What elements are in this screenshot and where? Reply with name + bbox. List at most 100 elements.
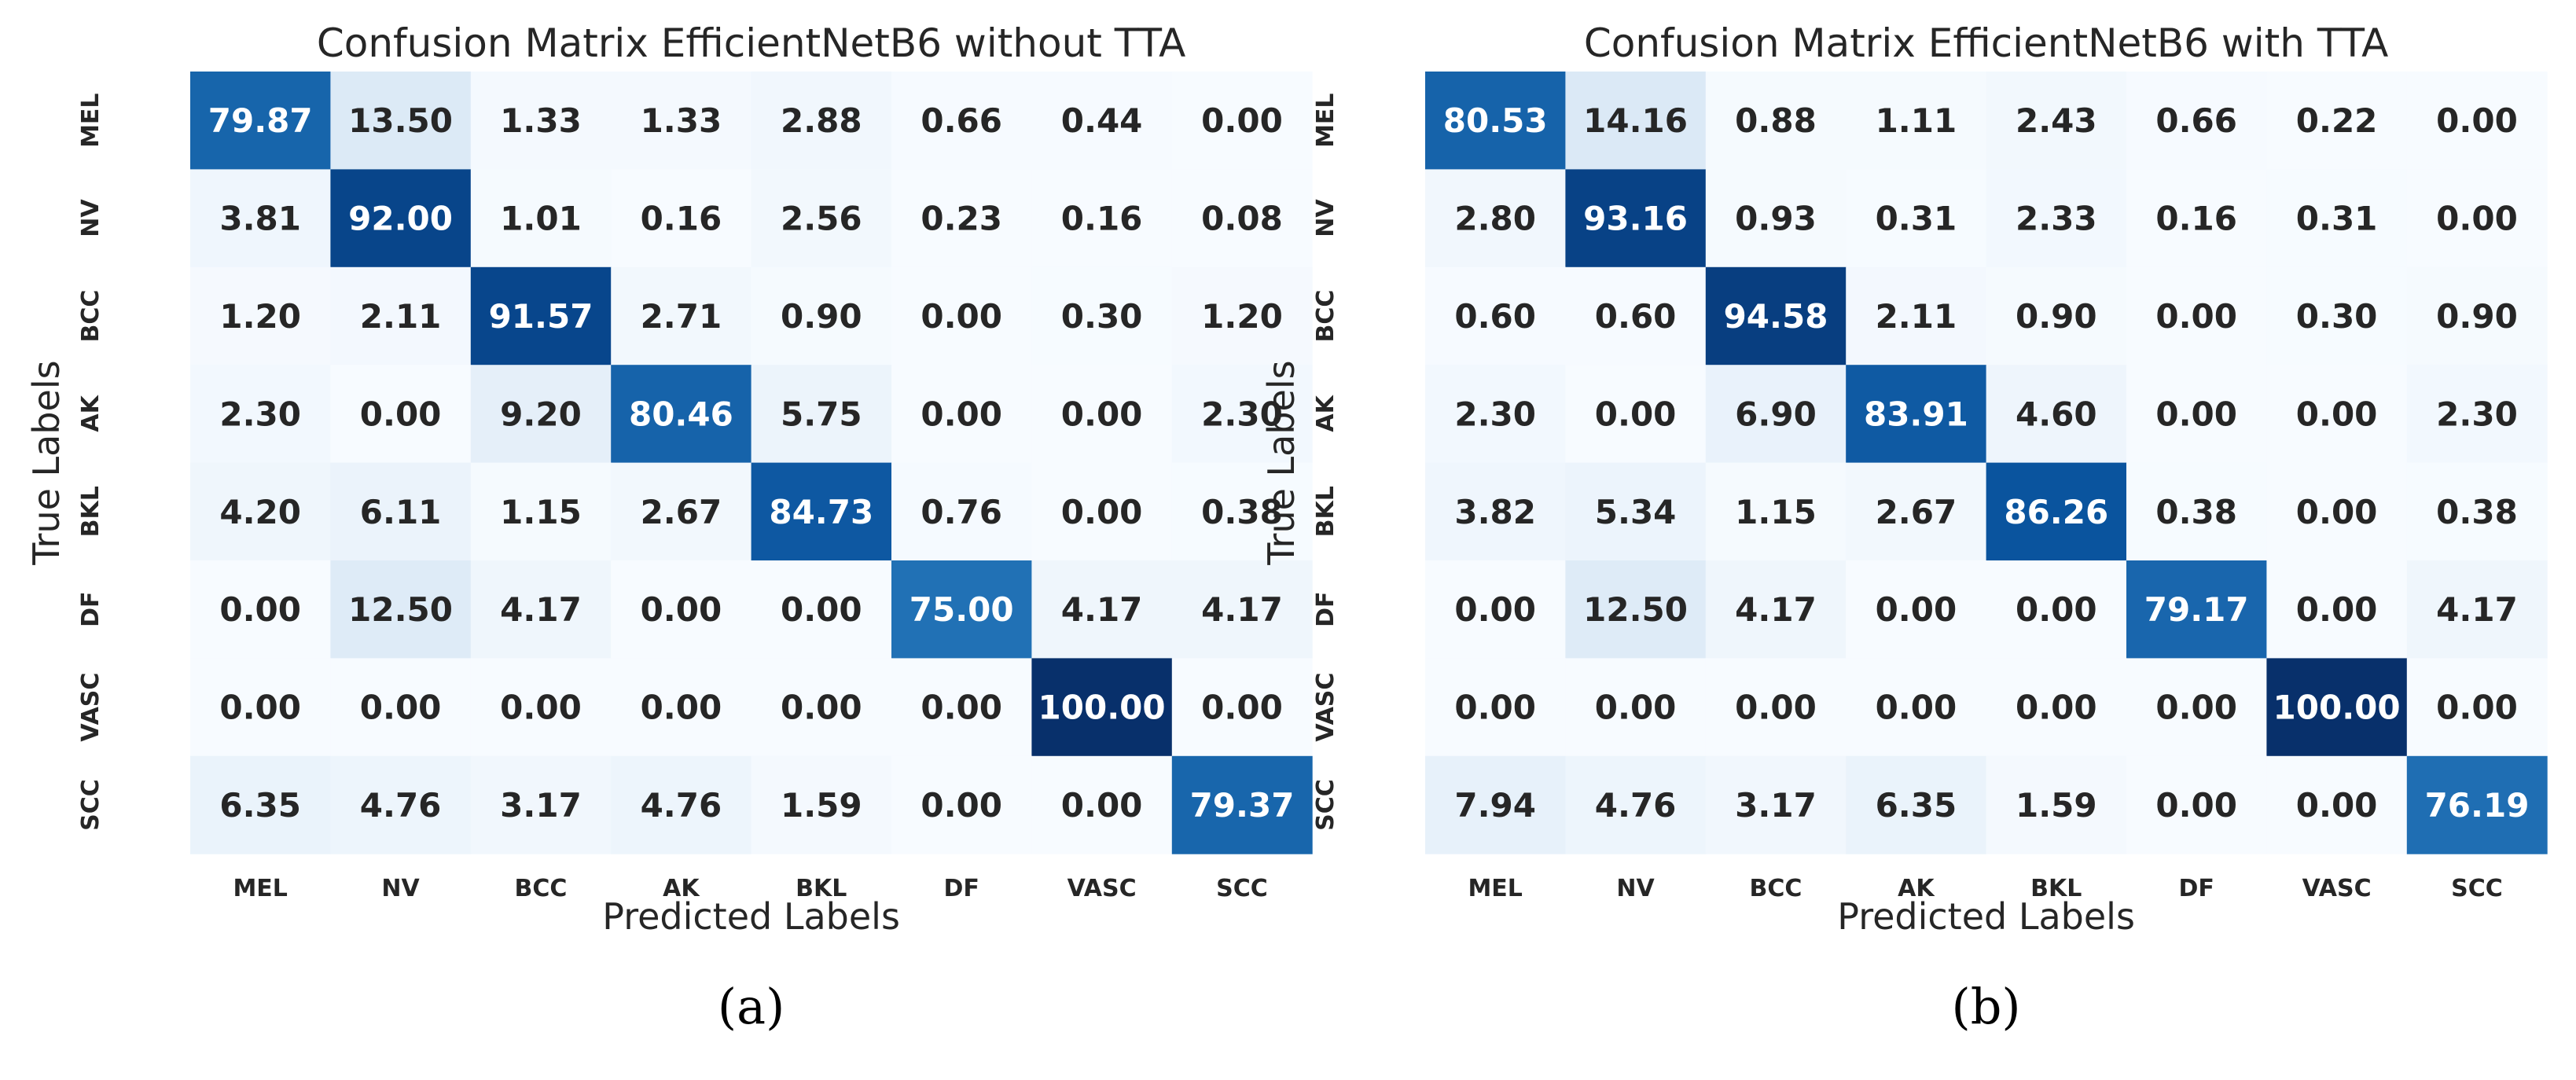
cell-value-label: 79.17 [2144, 590, 2249, 629]
y-axis-title: True Labels [1260, 360, 1303, 565]
cell-value-label: 1.15 [1735, 493, 1817, 531]
cell-value-label: 0.00 [2436, 200, 2518, 238]
cell-value-label: 0.38 [2436, 493, 2518, 531]
cell-value-label: 0.38 [2155, 493, 2237, 531]
x-tick-label: MEL [1468, 875, 1522, 902]
heatmap-cell [751, 365, 892, 464]
cell-value-label: 0.00 [1876, 590, 1957, 629]
heatmap-cell [1986, 560, 2127, 659]
heatmap-cell [751, 560, 892, 659]
heatmap-cell [1986, 365, 2127, 464]
cell-value-label: 76.19 [2425, 786, 2530, 825]
heatmap-cell [190, 169, 331, 268]
heatmap-cell [470, 72, 612, 170]
heatmap-cell [2126, 365, 2267, 464]
y-tick-label: BCC [77, 290, 105, 343]
confusion-matrix-panel-b: Confusion Matrix EfficientNetB6 with TTA… [1260, 20, 2548, 1035]
cell-value-label: 86.26 [2004, 493, 2108, 531]
heatmap-cell [1705, 72, 1847, 170]
cell-value-label: 2.30 [1201, 395, 1283, 433]
heatmap-cell [1846, 72, 1987, 170]
cell-value-label: 12.50 [348, 590, 453, 629]
heatmap-cell [611, 658, 752, 757]
heatmap-cell [1846, 365, 1987, 464]
cell-value-label: 0.31 [1876, 200, 1957, 238]
heatmap-cell [2266, 462, 2408, 561]
cell-value-label: 0.00 [781, 689, 862, 727]
heatmap-cell [611, 755, 752, 854]
heatmap-cell [330, 755, 472, 854]
heatmap-cell [1171, 169, 1313, 268]
y-tick-label: SCC [77, 779, 105, 831]
heatmap-cell [1705, 266, 1847, 366]
heatmap-cell [1031, 266, 1173, 366]
heatmap-cell [190, 266, 331, 366]
heatmap-cell [751, 658, 892, 757]
heatmap-cell [2406, 560, 2548, 659]
heatmap-cell [2266, 560, 2408, 659]
cell-value-label: 0.00 [2155, 297, 2237, 336]
cell-value-label: 0.00 [1735, 689, 1817, 727]
cell-value-label: 0.00 [1061, 786, 1143, 825]
heatmap-cell [1846, 169, 1987, 268]
cell-value-label: 1.59 [781, 786, 862, 825]
heatmap-cell [1986, 266, 2127, 366]
heatmap-cell [1565, 560, 1707, 659]
cell-value-label: 1.33 [500, 101, 582, 140]
cell-value-label: 0.00 [2296, 493, 2378, 531]
heatmap-cell [891, 365, 1032, 464]
y-tick-label: SCC [1312, 779, 1339, 831]
cell-value-label: 0.00 [2436, 101, 2518, 140]
heatmap-cell [1846, 658, 1987, 757]
heatmap-cell [751, 755, 892, 854]
heatmap-cell [330, 462, 472, 561]
cell-value-label: 93.16 [1583, 200, 1688, 238]
cell-value-label: 2.56 [781, 200, 862, 238]
cell-value-label: 0.00 [1201, 101, 1283, 140]
heatmap-cell [611, 365, 752, 464]
cell-value-label: 0.08 [1201, 200, 1283, 238]
heatmap-cell [190, 72, 331, 170]
heatmap-cell [1171, 365, 1313, 464]
y-axis-title: True Labels [25, 360, 68, 565]
cell-value-label: 0.00 [360, 395, 442, 433]
cell-value-label: 100.00 [2273, 689, 2401, 727]
cell-value-label: 4.17 [1061, 590, 1143, 629]
cell-value-label: 0.60 [1595, 297, 1677, 336]
heatmap-cell [1031, 658, 1173, 757]
heatmap-cell [1565, 658, 1707, 757]
heatmap-cell [470, 365, 612, 464]
cell-value-label: 0.16 [2155, 200, 2237, 238]
heatmap-cell [2126, 266, 2267, 366]
cell-value-label: 0.88 [1735, 101, 1817, 140]
cell-value-label: 2.71 [641, 297, 722, 336]
heatmap-cell [330, 72, 472, 170]
heatmap-cell [1425, 365, 1566, 464]
heatmap-cell [1171, 72, 1313, 170]
cell-value-label: 12.50 [1583, 590, 1688, 629]
cell-value-label: 3.17 [1735, 786, 1817, 825]
cell-value-label: 0.00 [781, 590, 862, 629]
x-tick-label: AK [663, 875, 700, 902]
cell-value-label: 0.44 [1061, 101, 1143, 140]
heatmap-cell [611, 462, 752, 561]
heatmap-cell [891, 169, 1032, 268]
cell-value-label: 1.11 [1876, 101, 1957, 140]
cell-value-label: 84.73 [769, 493, 873, 531]
heatmap-cell [1705, 169, 1847, 268]
heatmap-cell [2126, 462, 2267, 561]
cell-value-label: 0.00 [1595, 689, 1677, 727]
y-tick-label: DF [1312, 591, 1339, 626]
heatmap-cell [2266, 169, 2408, 268]
heatmap-cell [1171, 658, 1313, 757]
heatmap-cell [2406, 365, 2548, 464]
heatmap-cell [470, 169, 612, 268]
cell-value-label: 3.81 [219, 200, 301, 238]
heatmap-cell [1705, 755, 1847, 854]
heatmap-cell [891, 755, 1032, 854]
heatmap-cell [2266, 365, 2408, 464]
heatmap-cell [470, 560, 612, 659]
x-tick-label: NV [1616, 875, 1655, 902]
heatmap-cell [1565, 169, 1707, 268]
cell-value-label: 80.53 [1443, 101, 1548, 140]
